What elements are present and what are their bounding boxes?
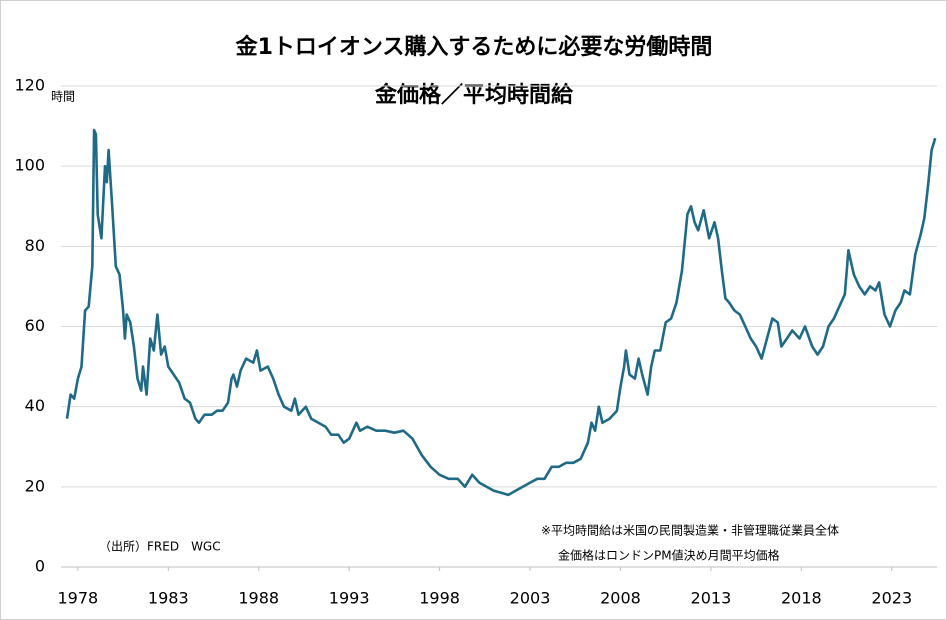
source-note: （出所）FRED WGC	[99, 540, 221, 554]
y-tick-label: 120	[14, 76, 45, 95]
y-tick-label: 60	[25, 316, 45, 335]
y-axis-unit: 時間	[51, 90, 75, 104]
footnote: 金価格はロンドンPM値決め月間平均価格	[558, 548, 780, 563]
x-tick-label: 1988	[238, 589, 279, 608]
y-tick-label: 40	[25, 396, 45, 415]
y-tick-label: 80	[25, 236, 45, 255]
x-tick-label: 2003	[510, 589, 551, 608]
y-tick-label: 100	[14, 156, 45, 175]
footnote: ※平均時間給は米国の民間製造業・非管理職従業員全体	[541, 523, 839, 538]
y-tick-label: 0	[35, 557, 45, 576]
data-line	[65, 128, 937, 497]
y-tick-label: 20	[25, 476, 45, 495]
chart-title: 金1トロイオンス購入するために必要な労働時間	[235, 34, 713, 60]
x-tick-label: 2013	[691, 589, 732, 608]
x-tick-label: 1978	[57, 589, 98, 608]
x-tick-label: 2018	[781, 589, 822, 608]
x-tick-label: 1998	[419, 589, 460, 608]
x-tick-label: 2023	[871, 589, 912, 608]
x-tick-label: 1993	[329, 589, 370, 608]
x-tick-label: 1983	[148, 589, 189, 608]
x-tick-label: 2008	[600, 589, 641, 608]
